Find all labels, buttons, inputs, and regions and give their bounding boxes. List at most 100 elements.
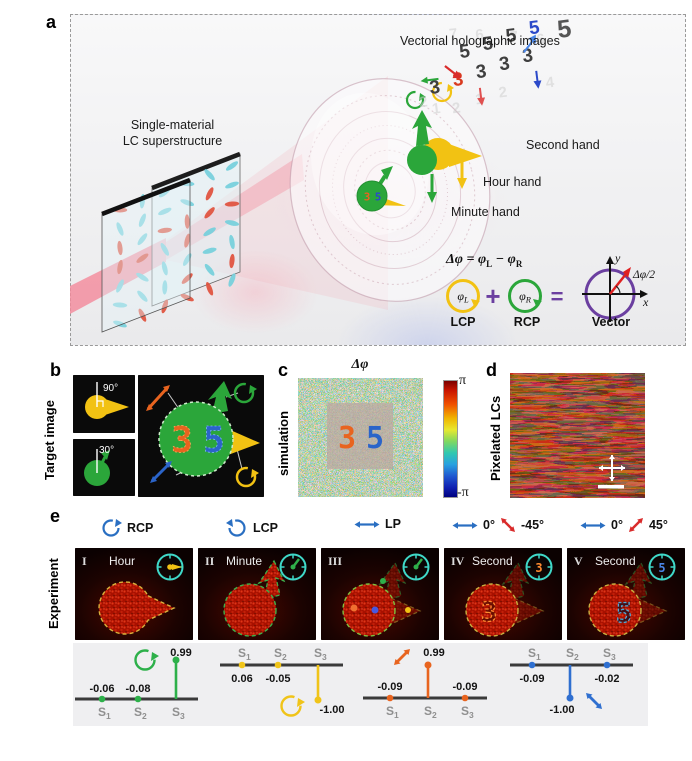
material-label: Single-material LC superstructure: [122, 118, 223, 148]
s1-value: -0.09: [377, 681, 402, 693]
disc-digit-3: 3: [364, 191, 371, 204]
target-digit-5: 5: [203, 420, 225, 461]
dphi-map-title: Δφ: [351, 357, 369, 372]
s1-axis-label: S1: [386, 704, 399, 720]
stokes-plot-45: -0.09 0.99 -0.09 S1 S2 S3: [363, 647, 487, 720]
dim-hour-pointer: [513, 597, 545, 625]
rcp-circle-icon: [508, 279, 542, 313]
phase-formula: Δφ = φL − φR: [446, 252, 523, 269]
experiment-image-III: III: [321, 548, 439, 640]
header-lp: LP: [354, 517, 401, 531]
lp-0deg-arrow-icon: [452, 521, 478, 529]
svg-text:4: 4: [545, 74, 556, 92]
blue-diagonal-arrow-icon: [586, 693, 602, 709]
yellow-circular-arrow-icon: [235, 466, 259, 488]
rcp-circular-arrow-icon: [405, 90, 426, 110]
svg-text:5: 5: [458, 41, 471, 63]
title-hour: Hour: [109, 554, 135, 568]
header-rcp: RCP: [100, 517, 153, 539]
svg-text:3: 3: [428, 77, 441, 99]
target-hour-box: 90°: [73, 375, 135, 433]
rcp-circular-arrow-icon: [102, 519, 122, 537]
formula-graphics: φL + φR = y x Δφ/2: [446, 251, 655, 322]
title-second: Second: [472, 554, 513, 568]
scale-bar: [598, 485, 624, 489]
s1-axis-label: S1: [528, 646, 541, 662]
target-yellow-pointer: [228, 429, 260, 455]
polarizer-cross-arrowheads: [599, 455, 625, 481]
yellow-circular-arrow-icon: [280, 695, 305, 717]
svg-text:5: 5: [481, 33, 494, 55]
y-axis-label: y: [614, 251, 621, 265]
colorbar-min-label: -π: [457, 485, 469, 500]
vector-label: Vector: [591, 315, 631, 329]
panel-a-title: Vectorial holographic images: [400, 34, 560, 48]
panel-e-side-label: Experiment: [46, 558, 61, 630]
green-circular-arrow-icon: [134, 649, 159, 671]
svg-text:6: 6: [474, 26, 484, 44]
pos45-label: 45°: [648, 518, 668, 532]
second-hand-label: Second hand: [526, 138, 600, 152]
plus-sign: +: [485, 281, 500, 311]
half-dphi-label: Δφ/2: [632, 269, 655, 281]
svg-text:2: 2: [451, 99, 461, 117]
s3-axis-label: S3: [172, 705, 185, 721]
experiment-image-IV: 3 IV Second 3: [444, 548, 562, 640]
lc-cell: [101, 151, 241, 333]
lcp-circle-icon: [446, 279, 480, 313]
orange-diagonal-arrow-icon: [146, 385, 170, 411]
experiment-image-I: I Hour: [75, 548, 193, 640]
clock-icon-hour: [156, 553, 184, 581]
disc-digit-5: 5: [375, 191, 382, 204]
green-dot: [380, 578, 386, 584]
angle-90-label: 90°: [103, 383, 118, 394]
svg-text:5: 5: [505, 25, 518, 47]
panel-a-artwork: 3 5: [70, 14, 655, 333]
minute-hand-label: Minute hand: [451, 205, 520, 219]
lcp-circular-arrow-icon: [226, 519, 246, 537]
s2-value: -0.08: [125, 683, 150, 695]
header-0-neg45: 0° -45°: [452, 517, 544, 533]
sim-digit-5: 5: [366, 421, 384, 456]
target-minute-box: 30°: [73, 439, 135, 496]
target-green-arrow: [208, 381, 232, 414]
stokes-strip-background: [73, 643, 648, 726]
clock-icon-second-5: 5: [648, 553, 676, 581]
lcp-label: LCP: [450, 315, 476, 329]
green-circular-arrow-icon: [233, 382, 257, 404]
sim-digit-3: 3: [338, 421, 356, 456]
lcp-header-label: LCP: [253, 521, 278, 535]
neg45-diagonal-arrow-icon: [500, 518, 515, 532]
reconstructed-hands: [405, 81, 482, 203]
target-combined-box: 3 5: [138, 375, 264, 497]
blue-diagonal-arrow-icon: [150, 461, 172, 483]
s3-value: -0.09: [452, 681, 477, 693]
second-hologram-blob: [465, 583, 519, 637]
panel-c-side-label: simulation: [276, 410, 291, 476]
svg-text:1: 1: [431, 100, 441, 118]
minute-hologram-blob: [223, 583, 277, 637]
lp-header-label: LP: [385, 517, 401, 531]
s2-value: 0.99: [423, 647, 444, 659]
hour-hologram-blob: [98, 581, 176, 635]
numeral-II: II: [205, 554, 215, 568]
s3-value: -1.00: [319, 704, 344, 716]
clock-digit-5: 5: [658, 561, 665, 575]
stokes-plot-rcp: -0.06 -0.08 0.99 S1 S2 S3: [75, 647, 198, 721]
clock-icon-minute: [279, 553, 307, 581]
panel-b-side-label: Target image: [42, 400, 57, 480]
hologram-digit-3: 3: [481, 597, 497, 628]
panel-c-label: c: [278, 360, 289, 380]
s3-value: -0.02: [594, 673, 619, 685]
hologram-digit-5: 5: [616, 598, 632, 629]
numeral-V: V: [574, 554, 583, 568]
panel-d-label: d: [486, 360, 497, 380]
stokes-plot-neg45: -0.09 -1.00 -0.02 S1 S2 S3: [510, 646, 633, 716]
orange-diagonal-arrow-icon: [394, 649, 410, 665]
phi-l-symbol: φL: [457, 289, 469, 305]
polarization-mini-arrows: [420, 34, 542, 106]
target-digit-3: 3: [171, 420, 193, 461]
svg-text:6: 6: [535, 31, 545, 49]
angle-30-label: 30°: [99, 445, 114, 456]
